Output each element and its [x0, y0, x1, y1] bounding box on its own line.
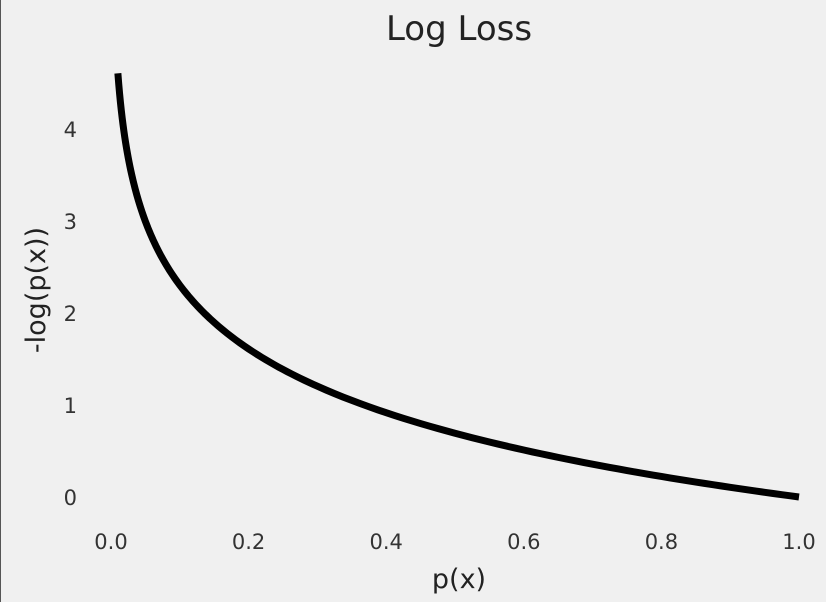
- y-tick-label: 1: [64, 394, 77, 418]
- series-line: [114, 73, 800, 501]
- y-tick-label: 0: [64, 486, 77, 510]
- x-tick-labels: 0.0 0.2 0.4 0.6 0.8 1.0: [94, 530, 815, 554]
- x-tick-label: 0.6: [507, 530, 540, 554]
- x-tick-label: 0.2: [232, 530, 265, 554]
- y-tick-label: 3: [64, 210, 77, 234]
- x-axis-label: p(x): [432, 564, 486, 595]
- x-tick-label: 0.0: [94, 530, 127, 554]
- chart-title: Log Loss: [386, 9, 532, 49]
- y-tick-labels: 0 1 2 3 4: [64, 118, 77, 510]
- x-tick-label: 1.0: [782, 530, 815, 554]
- y-tick-label: 2: [64, 302, 77, 326]
- x-tick-label: 0.8: [645, 530, 678, 554]
- y-tick-label: 4: [64, 118, 77, 142]
- y-axis-label: -log(p(x)): [21, 227, 52, 353]
- x-tick-label: 0.4: [369, 530, 402, 554]
- plot-area: [114, 73, 800, 501]
